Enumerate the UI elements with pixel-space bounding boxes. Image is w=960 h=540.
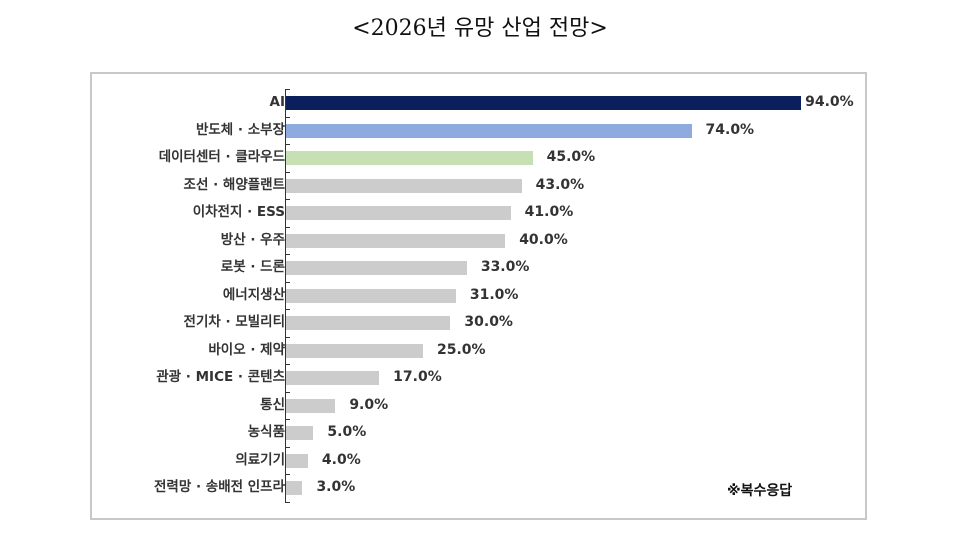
bar-row: 의료기기 4.0% — [0, 447, 960, 474]
y-axis-line — [285, 89, 286, 502]
bar — [286, 233, 506, 248]
bar — [286, 481, 303, 495]
axis-tick — [285, 199, 290, 200]
axis-tick — [285, 144, 290, 145]
category-label: 전기차 · 모빌리티 — [183, 314, 285, 330]
bar — [286, 123, 692, 138]
axis-tick — [285, 281, 290, 283]
category-label: 바이오 · 제약 — [208, 341, 285, 358]
bar-row: 바이오 · 제약 25.0% — [0, 337, 960, 364]
category-label: 조선 · 해양플랜트 — [183, 176, 285, 193]
axis-tick — [285, 501, 290, 503]
axis-tick — [285, 391, 290, 393]
bar-row: 전력망 · 송배전 인프라 3.0% — [0, 474, 960, 501]
category-label: 통신 — [260, 396, 285, 413]
value-label: 17.0% — [393, 369, 442, 385]
bar-row: 통신 9.0% — [0, 392, 960, 419]
category-label: 이차전지 · ESS — [192, 204, 285, 220]
value-label: 5.0% — [327, 424, 367, 440]
bar — [286, 261, 467, 275]
bar-row: 전기차 · 모빌리티 30.0% — [0, 309, 960, 336]
bar — [286, 426, 314, 440]
bar — [286, 206, 511, 220]
value-label: 94.0% — [805, 94, 854, 110]
bar-row: 에너지생산 31.0% — [0, 282, 960, 309]
category-label: 관광 · MICE · 콘텐츠 — [156, 369, 285, 385]
bar-row: 로봇 · 드론 33.0% — [0, 254, 960, 281]
bar-row: 이차전지 · ESS 41.0% — [0, 199, 960, 226]
axis-tick — [285, 226, 290, 228]
bar-row: AI 94.0% — [0, 89, 960, 116]
category-label: 농식품 — [247, 424, 285, 440]
category-label: 에너지생산 — [222, 286, 285, 303]
value-label: 3.0% — [316, 479, 356, 495]
bar — [286, 288, 456, 303]
axis-tick — [285, 309, 290, 310]
bar — [286, 151, 533, 165]
bar — [286, 453, 308, 468]
category-label: AI — [269, 94, 285, 110]
axis-tick — [285, 336, 290, 338]
multiple-response-note: ※복수응답 — [727, 483, 793, 499]
axis-tick — [285, 419, 290, 420]
category-label: 전력망 · 송배전 인프라 — [153, 479, 285, 495]
axis-tick — [285, 474, 290, 475]
value-label: 74.0% — [705, 121, 755, 138]
bar — [286, 371, 380, 385]
category-label: 데이터센터 · 클라우드 — [158, 149, 285, 165]
category-label: 방산 · 우주 — [220, 231, 285, 248]
axis-tick — [285, 446, 290, 448]
category-label: 의료기기 — [235, 451, 285, 468]
value-label: 25.0% — [437, 341, 486, 358]
value-label: 31.0% — [469, 286, 519, 303]
bar — [286, 398, 336, 413]
value-label: 9.0% — [349, 396, 389, 413]
bar-row: 농식품 5.0% — [0, 419, 960, 446]
bar — [286, 343, 423, 358]
axis-tick — [285, 89, 290, 90]
axis-tick — [285, 364, 290, 365]
value-label: 4.0% — [321, 451, 361, 468]
bar-row: 반도체 · 소부장 74.0% — [0, 117, 960, 144]
chart-frame — [90, 72, 867, 520]
value-label: 30.0% — [464, 314, 513, 330]
bar-row: 관광 · MICE · 콘텐츠 17.0% — [0, 364, 960, 391]
axis-tick — [285, 116, 290, 118]
category-label: 로봇 · 드론 — [220, 259, 285, 275]
value-label: 33.0% — [480, 259, 530, 275]
value-label: 40.0% — [519, 231, 568, 248]
bar-row: 조선 · 해양플랜트 43.0% — [0, 172, 960, 199]
bar-row: 데이터센터 · 클라우드 45.0% — [0, 144, 960, 171]
value-label: 45.0% — [546, 149, 596, 165]
bar — [286, 316, 451, 330]
bar — [286, 96, 802, 110]
value-label: 41.0% — [524, 204, 574, 220]
bar — [286, 178, 522, 193]
axis-tick — [285, 254, 290, 255]
axis-tick — [285, 171, 290, 173]
chart-title: <2026년 유망 산업 전망> — [352, 16, 608, 41]
bar-row: 방산 · 우주 40.0% — [0, 227, 960, 254]
value-label: 43.0% — [535, 176, 585, 193]
category-label: 반도체 · 소부장 — [195, 121, 285, 138]
